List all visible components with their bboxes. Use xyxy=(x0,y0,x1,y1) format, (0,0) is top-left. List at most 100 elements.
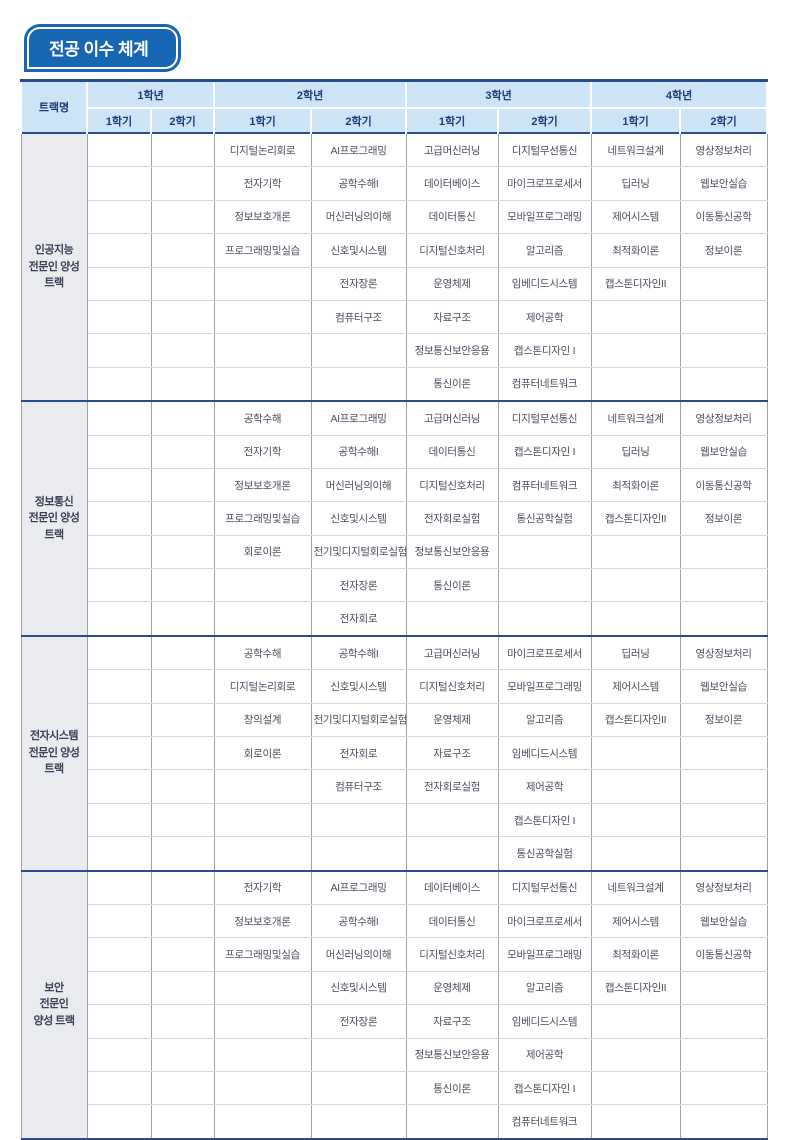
course-cell: 디지털신호처리 xyxy=(405,467,499,503)
empty-cell xyxy=(86,970,152,1006)
course-label: 정보이론 xyxy=(704,512,743,525)
empty-cell xyxy=(590,1070,681,1106)
course-label: 공학수해I xyxy=(338,446,379,459)
course-cell: 네트워크설계 xyxy=(590,132,681,168)
empty-cell xyxy=(150,233,215,268)
course-cell: 최적화이론 xyxy=(590,937,681,972)
course-cell: 캡스톤디자인II xyxy=(590,266,681,301)
course-row: 프로그래밍및실습 머신러닝의이해 디지털신호처리 모바일프로그래밍 최적화이론 이동통신공… xyxy=(21,937,768,972)
empty-cell xyxy=(497,534,592,570)
empty-cell xyxy=(679,1004,768,1039)
course-label: 운영체제 xyxy=(433,714,471,727)
course-cell: 임베디드시스템 xyxy=(497,266,592,301)
course-label: 데이터통신 xyxy=(428,915,476,928)
course-label: 정보통신보안응용 xyxy=(414,345,490,358)
empty-cell xyxy=(310,1037,407,1072)
course-cell: 공학수해I xyxy=(310,903,407,939)
course-label: 컴퓨터구조 xyxy=(335,311,382,324)
empty-cell xyxy=(86,299,152,335)
empty-cell xyxy=(150,299,215,335)
course-label: 머신러닝의이해 xyxy=(325,211,392,224)
course-label: 고급머신러닝 xyxy=(423,144,481,157)
course-label: 공학수해 xyxy=(243,647,282,660)
course-label: 모바일프로그래밍 xyxy=(507,680,582,693)
course-cell: 제어공학 xyxy=(497,1037,592,1072)
empty-cell xyxy=(213,802,312,838)
course-label: 이동통신공학 xyxy=(695,479,752,492)
curriculum-body: 인공지능 전문인 양성 트랙 디지털논리회로 AI프로그래밍 고급머신러닝 디지털무선통… xyxy=(20,131,768,1140)
course-cell: 이동통신공학 xyxy=(679,199,768,235)
empty-cell xyxy=(213,836,312,872)
empty-cell xyxy=(213,970,312,1006)
course-cell: 데이터통신 xyxy=(405,434,499,469)
course-label: 제어시스템 xyxy=(612,680,659,693)
course-label: 영상정보처리 xyxy=(695,412,752,425)
course-label: 머신러닝의이해 xyxy=(325,479,392,492)
course-cell: 머신러닝의이해 xyxy=(310,199,407,235)
course-label: 디지털논리회로 xyxy=(229,680,296,693)
course-row: 프로그래밍및실습 신호및시스템 전자회로실험 통신공학실험 캡스톤디자인II 정보이론 xyxy=(21,501,768,536)
course-row: 전자시스템 전문인 양성 트랙 공학수해 공학수해I 고급머신러닝 마이크로프로세서 딥러… xyxy=(20,634,768,872)
empty-cell xyxy=(213,366,312,402)
course-cell: 디지털신호처리 xyxy=(405,233,499,268)
course-cell: 웹보안실습 xyxy=(679,669,768,704)
course-row: 보안 전문인 양성 트랙 전자기학 AI프로그래밍 데이터베이스 디지털무선통신 네트워크… xyxy=(20,869,768,1140)
course-cell: AI프로그래밍 xyxy=(310,400,407,436)
course-cell: 운영체제 xyxy=(405,970,499,1006)
empty-cell xyxy=(679,1104,768,1140)
empty-cell xyxy=(213,568,312,603)
year-header-row: 트랙명 1학년 2학년 3학년 4학년 xyxy=(20,79,769,133)
empty-cell xyxy=(213,299,312,335)
empty-cell xyxy=(86,233,152,268)
empty-cell xyxy=(86,568,152,603)
empty-cell xyxy=(590,299,681,335)
course-cell: 캡스톤디자인 I xyxy=(497,802,592,838)
course-label: AI프로그래밍 xyxy=(330,882,387,895)
course-row: 컴퓨터구조 전자회로실험 제어공학 xyxy=(21,769,768,804)
course-cell: 딥러닝 xyxy=(590,634,681,671)
col-header-y1s1: 1학기 xyxy=(86,107,152,133)
course-cell: 데이터통신 xyxy=(405,199,499,235)
course-label: 정보통신보안응용 xyxy=(414,546,490,559)
course-label: 디지털무선통신 xyxy=(511,144,578,157)
empty-cell xyxy=(86,132,152,168)
empty-cell xyxy=(405,836,499,872)
course-cell: 전자회로 xyxy=(310,736,407,771)
course-label: 통신공학실험 xyxy=(516,847,573,860)
course-row: 캡스톤디자인 I xyxy=(21,802,768,838)
course-label: 디지털논리회로 xyxy=(229,144,296,157)
empty-cell xyxy=(86,534,152,570)
empty-cell xyxy=(590,736,681,771)
empty-cell xyxy=(679,1037,768,1072)
course-label: AI프로그래밍 xyxy=(330,144,387,157)
col-header-year-3: 3학년 xyxy=(405,79,593,109)
course-label: 전자장론 xyxy=(339,579,378,592)
course-cell: 웹보안실습 xyxy=(679,434,768,469)
course-cell: 캡스톤디자인 I xyxy=(497,1070,592,1106)
course-cell: 공학수해 xyxy=(213,400,312,436)
course-label: 정보이론 xyxy=(704,244,743,257)
curriculum-table: 트랙명 1학년 2학년 3학년 4학년 1학기 2학기 1학기 2학기 1학기 … xyxy=(20,79,769,1140)
course-cell: 전기및디지털회로실험 xyxy=(310,702,407,738)
course-cell: 디지털무선통신 xyxy=(497,400,592,436)
empty-cell xyxy=(310,1070,407,1106)
col-header-y2s2: 2학기 xyxy=(310,107,408,133)
empty-cell xyxy=(150,1037,215,1072)
course-cell: 모바일프로그래밍 xyxy=(497,669,592,704)
course-label: 정보이론 xyxy=(704,714,743,727)
course-row: 창의설계 전기및디지털회로실험 운영체제 알고리즘 캡스톤디자인II 정보이론 xyxy=(21,702,768,738)
empty-cell xyxy=(590,333,681,368)
col-header-y4s1: 1학기 xyxy=(590,107,682,133)
course-row: 전자회로 xyxy=(21,601,768,637)
course-label: 컴퓨터네트워크 xyxy=(511,1116,578,1129)
empty-cell xyxy=(213,769,312,804)
course-cell: 최적화이론 xyxy=(590,233,681,268)
empty-cell xyxy=(150,601,215,637)
course-label: 영상정보처리 xyxy=(695,882,752,895)
empty-cell xyxy=(150,366,215,402)
course-label: 데이터베이스 xyxy=(423,178,481,191)
course-label: 모바일프로그래밍 xyxy=(507,211,582,224)
course-label: 전자회로 xyxy=(339,747,378,760)
course-cell: 컴퓨터구조 xyxy=(310,299,407,335)
course-cell: 통신이론 xyxy=(405,366,499,402)
